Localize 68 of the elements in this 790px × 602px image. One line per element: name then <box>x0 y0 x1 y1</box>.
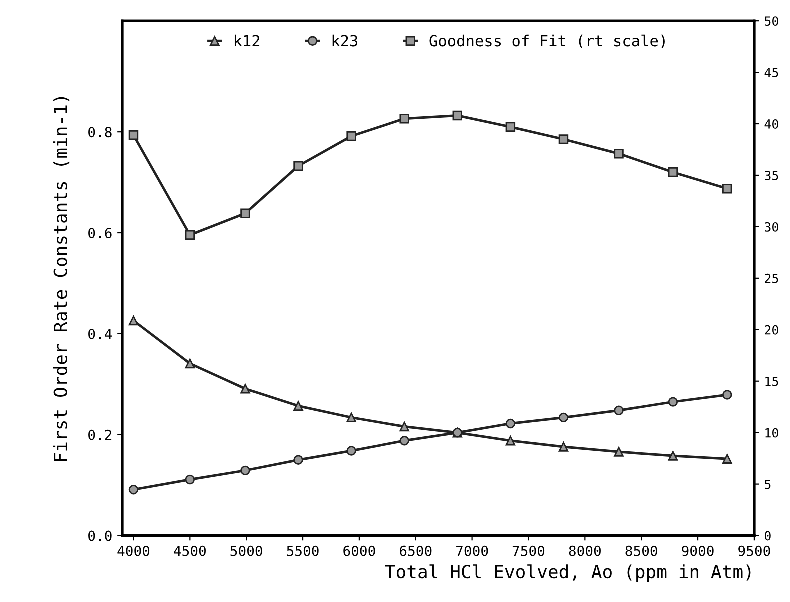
point <box>400 422 410 432</box>
x-tick-label: 4000 <box>118 546 150 556</box>
y2-tick-label: 40 <box>764 120 778 129</box>
point <box>294 455 304 465</box>
legend-label: Goodness of Fit (rt scale) <box>430 34 665 49</box>
y2-tick-label: 25 <box>765 274 778 284</box>
y2-tick-label: 20 <box>765 325 778 335</box>
point <box>668 168 678 178</box>
x-tick-label: 9000 <box>682 546 714 556</box>
point <box>400 436 410 446</box>
point <box>400 114 410 124</box>
point <box>668 397 678 407</box>
point <box>722 454 732 464</box>
y2-tick-label: 50 <box>765 16 778 26</box>
point <box>506 122 516 132</box>
y-tick-label: 0.2 <box>88 430 112 440</box>
y-tick-label: 0.8 <box>88 127 112 138</box>
point <box>452 428 462 438</box>
y2-tick-label: 30 <box>765 222 778 232</box>
point <box>128 316 139 326</box>
point <box>128 485 139 495</box>
y2-tick-label: 45 <box>764 68 778 78</box>
point <box>506 436 516 446</box>
point <box>346 446 356 456</box>
point <box>668 451 678 461</box>
point <box>722 390 732 400</box>
x-tick-label: 9500 <box>738 546 770 556</box>
y2-tick-label: 15 <box>766 377 778 386</box>
point <box>346 132 356 142</box>
point <box>294 161 304 172</box>
point <box>346 412 356 423</box>
point <box>185 474 196 485</box>
x-tick-label: 5000 <box>230 546 262 556</box>
x-axis-title: Total HCl Evolved, Ao (ppm in Atm) <box>385 564 751 582</box>
y2-tick-label: 10 <box>766 428 778 438</box>
point <box>240 466 250 476</box>
point <box>294 401 304 411</box>
legend-label: k12 <box>234 34 260 47</box>
point <box>722 184 732 194</box>
x-tick-label: 6000 <box>344 546 376 556</box>
x-tick-label: 7500 <box>512 546 545 556</box>
point <box>128 130 139 140</box>
x-tick-label: 6500 <box>400 546 432 556</box>
x-tick-label: 8500 <box>626 546 658 556</box>
y2-tick-label: 35 <box>765 170 778 180</box>
legend-label: k23 <box>332 34 358 47</box>
point <box>240 208 250 218</box>
point <box>614 149 624 159</box>
y-tick-label: 0.4 <box>88 328 112 340</box>
x-tick-label: 5500 <box>287 546 319 556</box>
y2-tick-label: 5 <box>765 480 771 490</box>
point <box>614 447 624 457</box>
point <box>614 406 624 416</box>
point <box>185 358 196 369</box>
point <box>558 134 569 144</box>
point <box>240 384 250 394</box>
point <box>185 230 196 240</box>
y-axis-title: First Order Rate Constants (min-1) <box>54 97 70 462</box>
point <box>452 110 462 121</box>
point <box>558 442 569 452</box>
x-tick-label: 7000 <box>456 546 488 556</box>
y-tick-label: 0.6 <box>88 228 112 239</box>
x-tick-label: 4500 <box>174 546 206 556</box>
point <box>558 412 569 423</box>
x-tick-label: 8000 <box>569 546 601 556</box>
y-tick-label: 0.0 <box>88 530 112 542</box>
y2-tick-label: 0 <box>764 531 771 541</box>
point <box>506 418 516 429</box>
